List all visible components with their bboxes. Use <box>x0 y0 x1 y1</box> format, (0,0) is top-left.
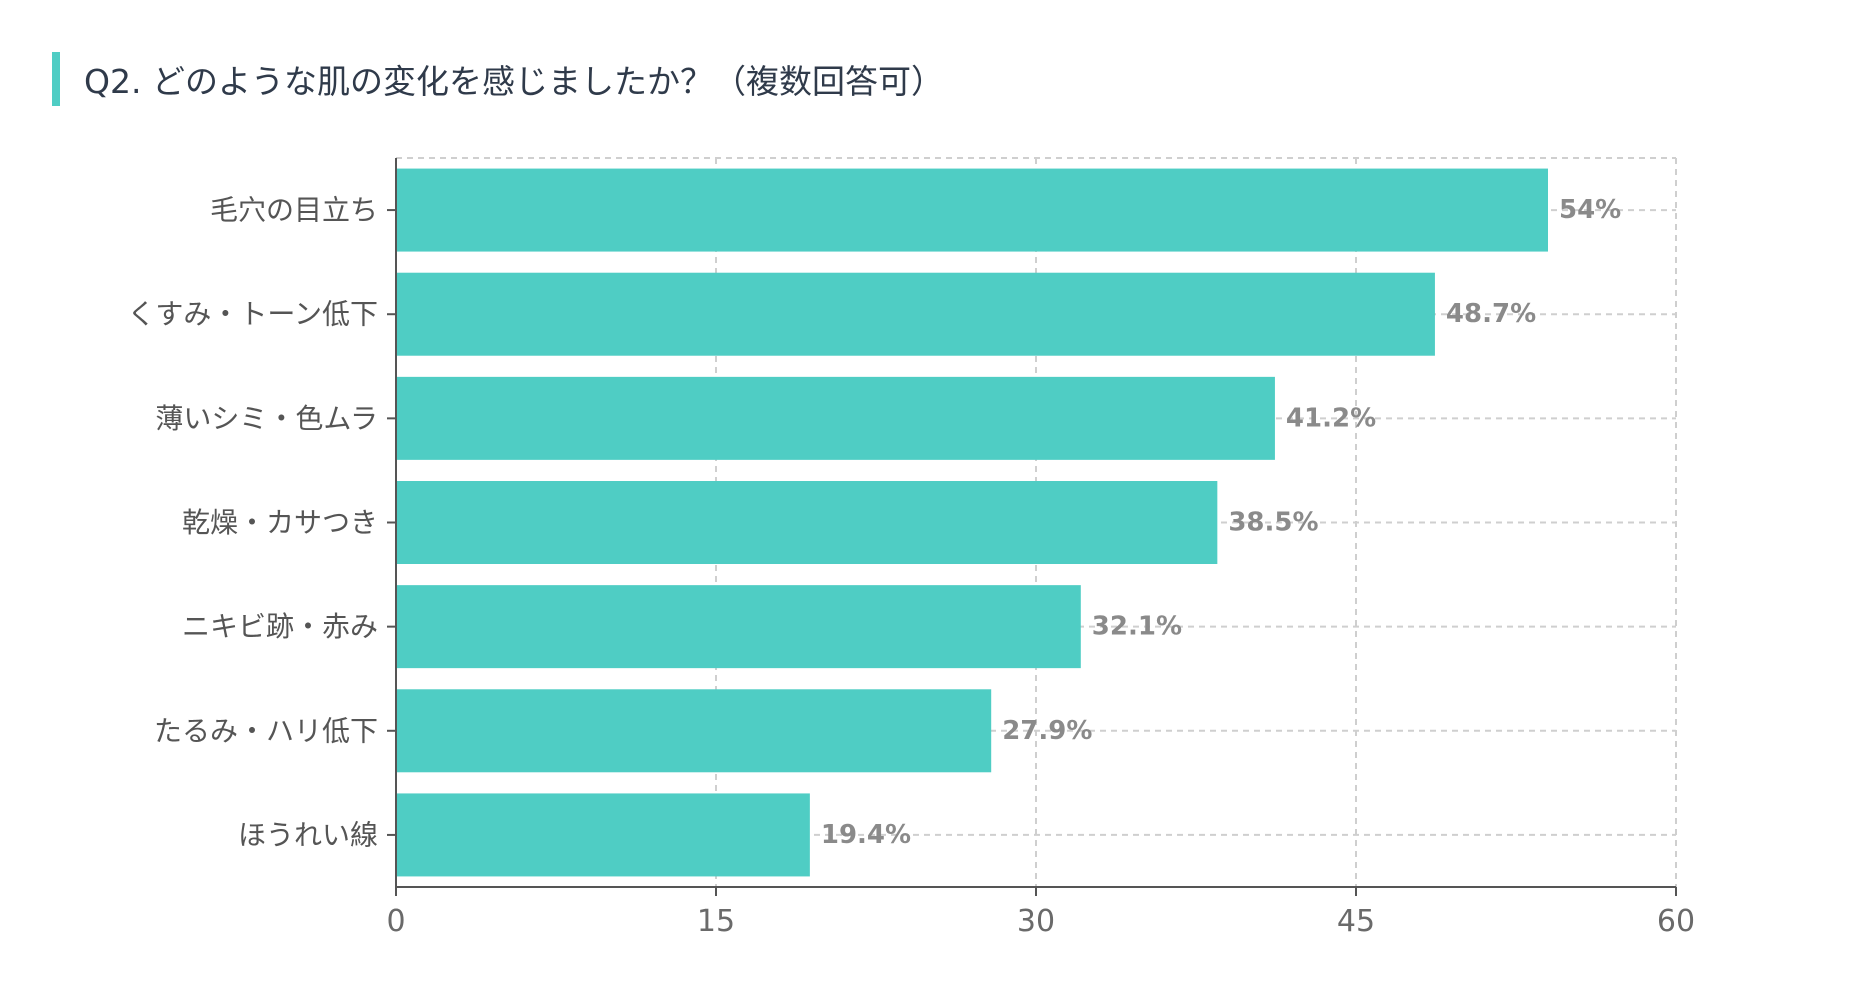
title-accent-bar <box>52 52 60 106</box>
x-tick-label: 45 <box>1337 904 1375 939</box>
x-tick-label: 60 <box>1657 904 1695 939</box>
data-label: 54% <box>1559 195 1621 225</box>
category-label: ニキビ跡・赤み <box>182 610 378 643</box>
data-label: 27.9% <box>1002 716 1092 746</box>
category-label: 毛穴の目立ち <box>210 194 378 227</box>
label-layer: 54% 毛穴の目立ち 48.7% くすみ・トーン低下 41.2% 薄いシミ・色ムラ 38.5… <box>127 194 1695 939</box>
x-tick-label: 30 <box>1017 904 1055 939</box>
bar <box>396 168 1548 252</box>
category-label: 乾燥・カサつき <box>182 506 378 539</box>
axis-layer <box>387 158 1677 896</box>
bar <box>396 376 1275 460</box>
x-tick-label: 0 <box>386 904 405 939</box>
bar <box>396 272 1435 356</box>
category-label: たるみ・ハリ低下 <box>154 714 378 747</box>
bar <box>396 689 992 773</box>
bar-layer <box>396 168 1548 877</box>
bar <box>396 481 1218 564</box>
bar <box>396 793 810 877</box>
chart-title: Q2. どのような肌の変化を感じましたか？（複数回答可） <box>84 62 944 101</box>
data-label: 48.7% <box>1446 299 1536 329</box>
category-label: ほうれい線 <box>238 818 378 851</box>
data-label: 41.2% <box>1286 403 1376 433</box>
data-label: 32.1% <box>1092 612 1182 642</box>
x-tick-label: 15 <box>697 904 735 939</box>
data-label: 19.4% <box>821 820 911 850</box>
category-label: くすみ・トーン低下 <box>127 298 378 331</box>
chart-title-block: Q2. どのような肌の変化を感じましたか？（複数回答可） <box>52 52 944 106</box>
bar <box>396 585 1081 669</box>
data-label: 38.5% <box>1228 508 1318 538</box>
category-label: 薄いシミ・色ムラ <box>155 402 378 435</box>
